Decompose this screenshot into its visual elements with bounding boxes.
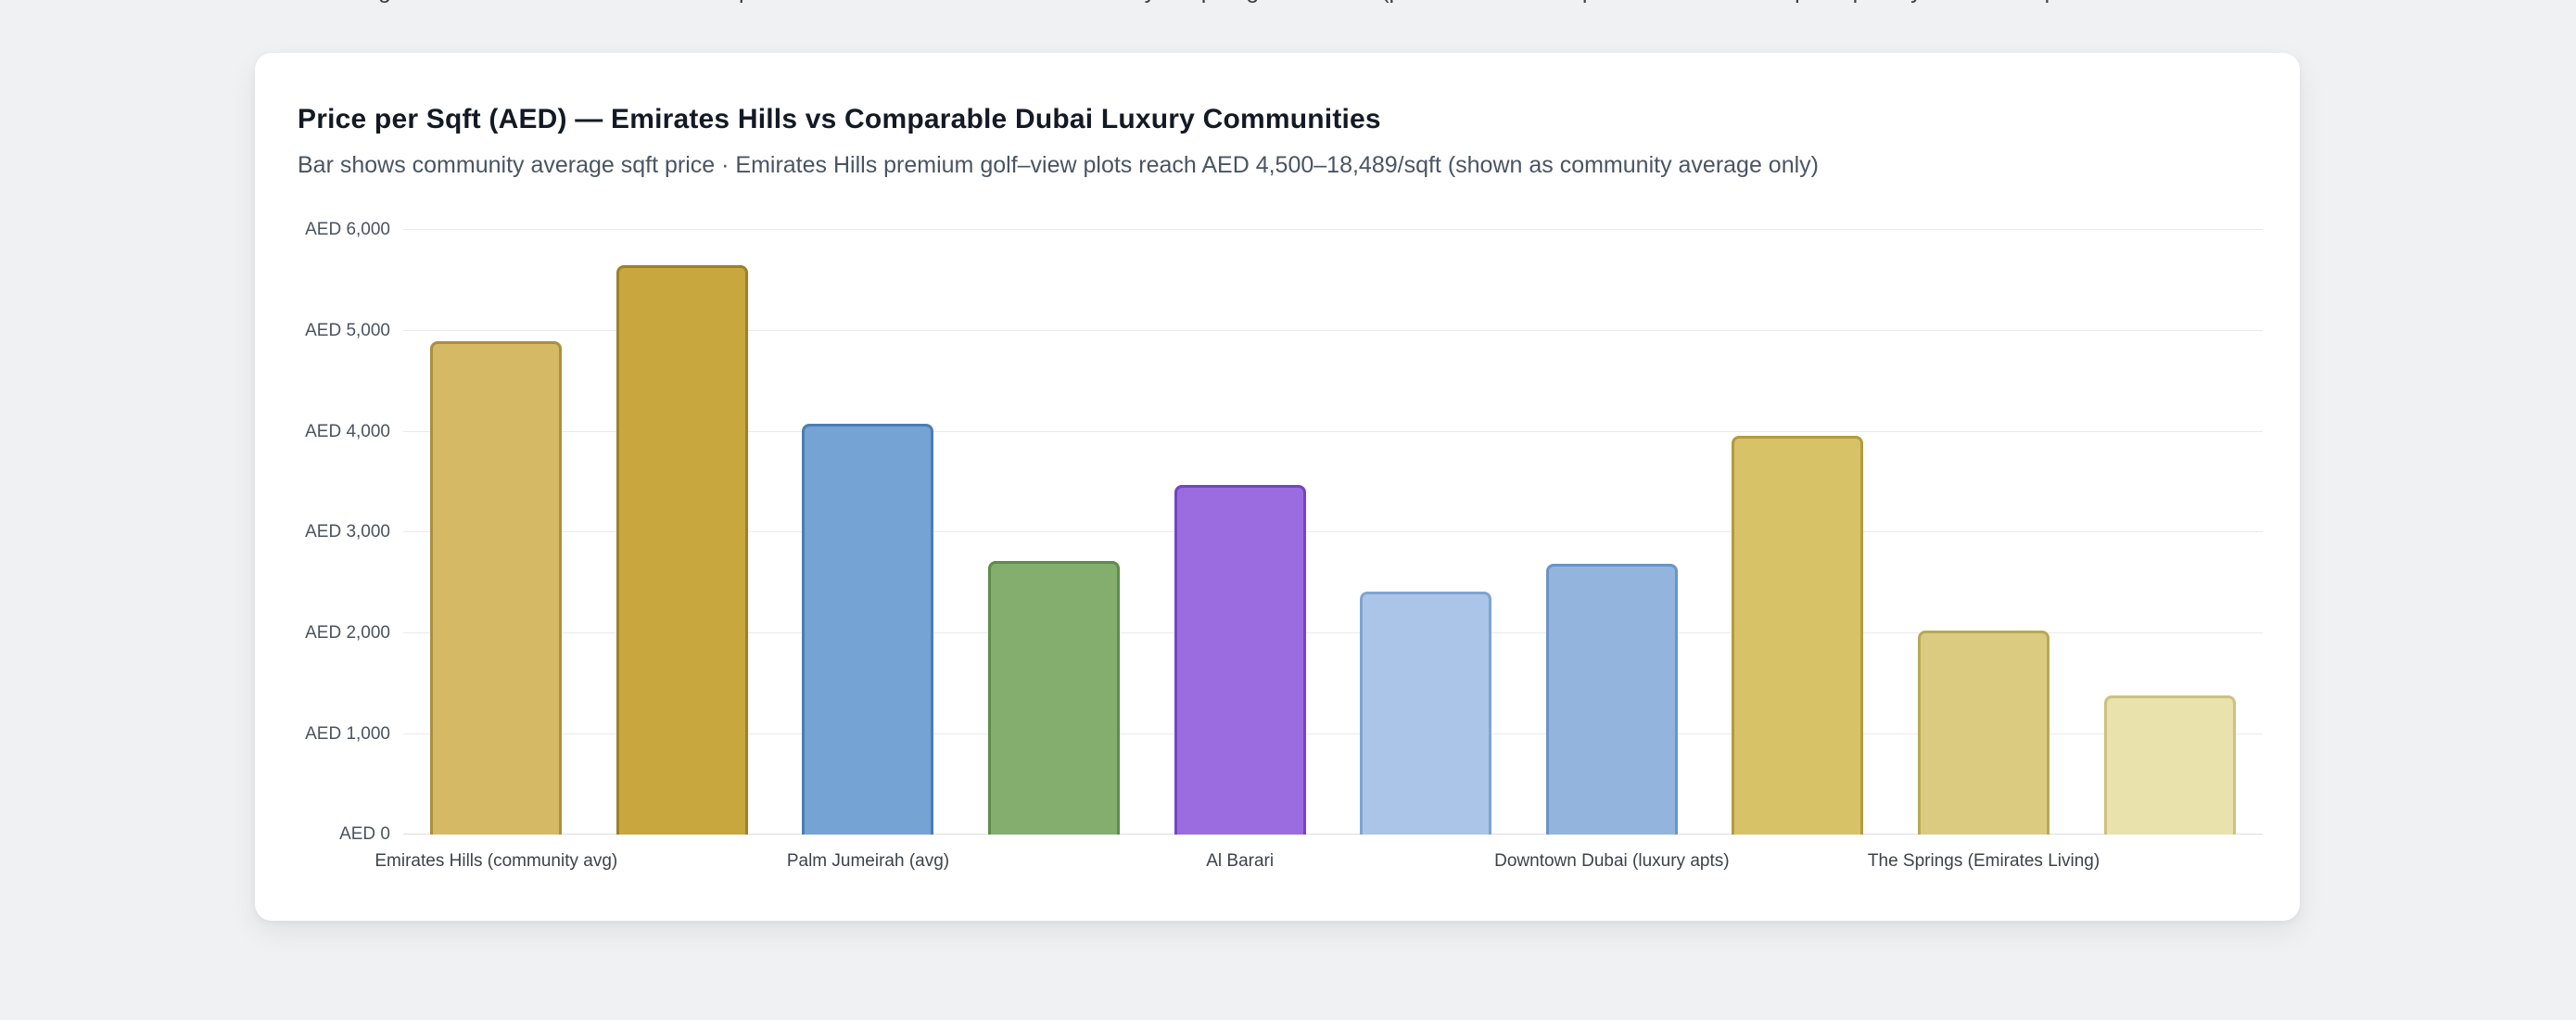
x-axis: Emirates Hills (community avg) Palm Jumei… <box>374 851 2263 879</box>
bar-slot <box>775 230 961 835</box>
chart-card: Price per Sqft (AED) — Emirates Hills vs… <box>255 53 2300 921</box>
y-tick-label: AED 6,000 <box>305 220 390 240</box>
bar-7[interactable] <box>1545 563 1678 835</box>
bar-slot <box>1333 230 1519 835</box>
chart-subtitle: Bar shows community average sqft price ·… <box>298 152 1819 178</box>
bar-5[interactable] <box>1174 484 1306 835</box>
bar-slot <box>2076 230 2263 835</box>
bar-chart: AED 6,000 AED 5,000 AED 4,000 AED 3,000 AED … <box>298 220 2263 879</box>
y-tick-label: AED 3,000 <box>305 522 390 542</box>
bars <box>403 230 2263 835</box>
chart-title: Price per Sqft (AED) — Emirates Hills vs… <box>298 104 1381 134</box>
bar-8[interactable] <box>1732 435 1864 835</box>
y-axis: AED 6,000 AED 5,000 AED 4,000 AED 3,000 AED … <box>298 220 403 844</box>
bar-slot <box>1519 230 1706 835</box>
bar-6[interactable] <box>1360 592 1492 835</box>
y-tick-label: AED 5,000 <box>305 320 390 340</box>
x-tick-label: Emirates Hills (community avg) <box>374 851 618 872</box>
bar-slot <box>403 230 590 835</box>
x-tick-label: The Springs (Emirates Living) <box>1867 851 2100 872</box>
gridline-2000 <box>403 631 2263 633</box>
gridline-1000 <box>403 733 2263 734</box>
y-tick-label: AED 1,000 <box>305 723 390 744</box>
bar-slot <box>590 230 776 835</box>
x-tick-slot: Al Barari <box>1147 851 1333 879</box>
x-tick-label: Al Barari <box>1206 851 1275 872</box>
x-tick-slot <box>1333 851 1519 879</box>
y-tick-label: AED 4,000 <box>305 421 390 441</box>
x-tick-slot <box>1705 851 1891 879</box>
gridline-6000 <box>403 229 2263 231</box>
y-tick-label: AED 2,000 <box>305 622 390 643</box>
gridline-3000 <box>403 531 2263 533</box>
plot-area <box>403 229 2263 835</box>
x-tick-label: Downtown Dubai (luxury apts) <box>1494 851 1730 872</box>
y-tick-label: AED 0 <box>339 824 390 845</box>
bar-1[interactable] <box>430 340 563 835</box>
x-tick-label: Palm Jumeirah (avg) <box>786 851 950 872</box>
x-tick-slot <box>961 851 1148 879</box>
bar-10[interactable] <box>2103 695 2236 835</box>
bar-slot <box>1891 230 2077 835</box>
top-clipped-text-row: g p y p g (p p <box>378 0 2058 5</box>
x-tick-slot: Palm Jumeirah (avg) <box>775 851 961 879</box>
bar-4[interactable] <box>988 560 1121 835</box>
x-tick-slot: Downtown Dubai (luxury apts) <box>1494 851 1729 879</box>
bar-3[interactable] <box>802 424 934 835</box>
bar-slot <box>1147 230 1333 835</box>
gridline-4000 <box>403 430 2263 432</box>
plot-wrap: Emirates Hills (community avg) Palm Jumei… <box>374 229 2263 879</box>
bar-9[interactable] <box>1918 630 2050 835</box>
bar-slot <box>1705 230 1891 835</box>
x-tick-slot <box>590 851 776 879</box>
bar-2[interactable] <box>615 265 748 835</box>
bar-slot <box>961 230 1148 835</box>
x-tick-slot: Emirates Hills (community avg) <box>374 851 617 879</box>
gridline-0 <box>403 834 2263 835</box>
gridline-5000 <box>403 329 2263 331</box>
x-tick-slot <box>2076 851 2263 879</box>
x-tick-slot: The Springs (Emirates Living) <box>1868 851 2100 879</box>
